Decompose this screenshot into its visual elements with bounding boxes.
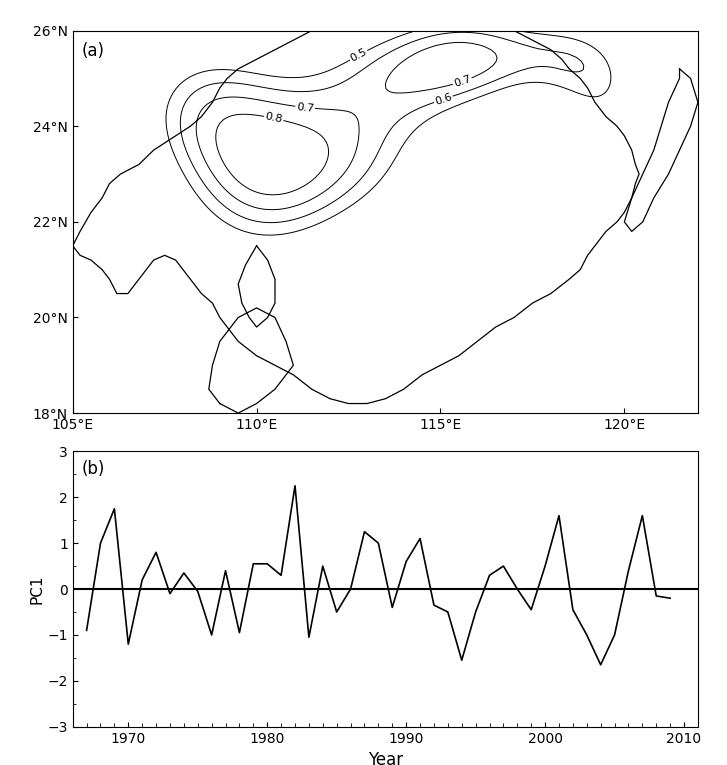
- Text: (a): (a): [82, 42, 105, 60]
- Text: 0.6: 0.6: [433, 92, 454, 107]
- Y-axis label: PC1: PC1: [30, 575, 44, 604]
- Text: 0.5: 0.5: [348, 47, 369, 64]
- Text: 0.7: 0.7: [296, 102, 315, 113]
- Text: (b): (b): [82, 460, 105, 477]
- Text: 0.8: 0.8: [264, 112, 284, 125]
- Text: 0.7: 0.7: [452, 73, 473, 89]
- X-axis label: Year: Year: [368, 751, 403, 765]
